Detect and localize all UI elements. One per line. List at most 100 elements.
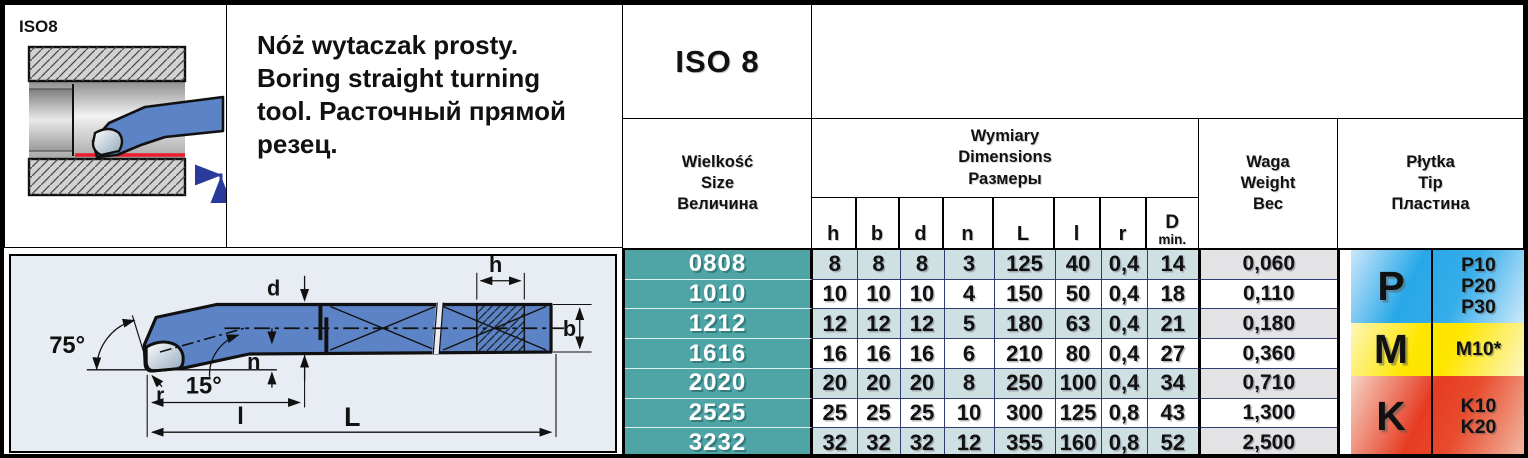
dim-cell-b: 32 (857, 428, 901, 454)
weight-cell: 0,180 (1201, 309, 1337, 340)
dim-cell-n: 4 (944, 279, 995, 310)
dim-cell-L: 150 (994, 279, 1056, 310)
column-header-n: n (942, 197, 993, 250)
size-header-ru: Величина (677, 195, 758, 214)
head-axis-line (159, 327, 245, 353)
tip-header-cell: Płytka Tip Пластина (1337, 117, 1524, 250)
size-header-cell: Wielkość Size Величина (622, 117, 813, 250)
weight-header-cell: Waga Weight Вес (1197, 117, 1339, 250)
grade-section-M: M M10* (1351, 323, 1524, 376)
label-length-l: l (237, 403, 244, 430)
dim-cell-d: 20 (900, 368, 945, 399)
dim-cell-r: 0,8 (1101, 428, 1148, 454)
size-cell: 1010 (625, 279, 813, 310)
weight-cell: 0,110 (1201, 279, 1337, 310)
grade-K20: K20 (1460, 415, 1497, 438)
dim-cell-n: 5 (944, 309, 995, 340)
size-header-pl: Wielkość (681, 152, 754, 171)
label-radius-r: r (156, 384, 164, 407)
dim-cell-n: 10 (944, 398, 995, 429)
grade-M10: M10* (1455, 338, 1502, 361)
table-row: 2020 20 20 20 8 250 100 0,4 34 0,710 (625, 368, 1337, 399)
dmin-cell: 43 (1147, 398, 1201, 429)
label-angle-15: 15° (186, 373, 222, 400)
table-row: 3232 32 32 32 12 355 160 0,8 52 2,500 (625, 428, 1337, 454)
weight-cell: 2,500 (1201, 428, 1337, 454)
label-angle-75: 75° (49, 332, 85, 359)
dmin-cell: 52 (1147, 428, 1201, 454)
column-header-l: l (1053, 197, 1100, 250)
grade-section-K: K K10 K20 (1351, 375, 1524, 454)
grade-K10: K10 (1460, 395, 1497, 418)
dim-cell-L: 355 (994, 428, 1056, 454)
technical-drawing-zone: 75° r 15° n d h b l L (4, 248, 622, 454)
dim-cell-l: 160 (1055, 428, 1102, 454)
label-offset-n: n (247, 349, 260, 374)
dim-cell-l: 125 (1055, 398, 1102, 429)
weight-header-ru: Вес (1252, 195, 1284, 214)
dim-cell-d: 16 (900, 339, 945, 369)
carbide-insert (91, 127, 124, 157)
dim-cell-L: 210 (994, 339, 1056, 369)
dim-cell-l: 100 (1055, 368, 1102, 399)
weight-cell: 0,060 (1201, 250, 1337, 280)
weight-cell: 0,710 (1201, 368, 1337, 399)
dim-cell-h: 16 (813, 339, 858, 369)
dim-cell-h: 8 (813, 250, 858, 280)
dim-cell-n: 6 (944, 339, 995, 369)
grade-P10: P10 (1461, 254, 1496, 277)
iso-designation: ISO 8 (675, 43, 760, 79)
size-header-en: Size (700, 173, 735, 192)
dim-cell-h: 25 (813, 398, 858, 429)
size-cell: 0808 (625, 250, 813, 280)
label-width-b: b (563, 316, 576, 341)
dim-cell-l: 80 (1055, 339, 1102, 369)
size-cell: 3232 (625, 428, 813, 454)
dmin-cell: 34 (1147, 368, 1201, 399)
dim-cell-r: 0,4 (1101, 339, 1148, 369)
column-header-d: d (898, 197, 943, 250)
dim-cell-b: 10 (857, 279, 901, 310)
technical-drawing-box: 75° r 15° n d h b l L (9, 252, 617, 453)
dim-cell-l: 63 (1055, 309, 1102, 340)
dim-cell-d: 32 (900, 428, 945, 454)
weight-header-pl: Waga (1246, 152, 1290, 171)
dim-cell-L: 300 (994, 398, 1056, 429)
grade-letter-P: P (1377, 263, 1405, 310)
weight-cell: 1,300 (1201, 398, 1337, 429)
table-row: 2525 25 25 25 10 300 125 0,8 43 1,300 (625, 398, 1337, 429)
dim-cell-r: 0,4 (1101, 368, 1148, 399)
tip-header-pl: Płytka (1406, 152, 1455, 171)
dim-cell-d: 10 (900, 279, 945, 310)
technical-drawing: 75° r 15° n d h b l L (49, 252, 592, 438)
dim-header-ru: Размеры (968, 169, 1042, 188)
dim-cell-r: 0,4 (1101, 309, 1148, 340)
dim-cell-b: 8 (857, 250, 901, 280)
dim-cell-n: 12 (944, 428, 995, 454)
dim-cell-d: 25 (900, 398, 945, 429)
dim-cell-l: 50 (1055, 279, 1102, 310)
dim-cell-l: 40 (1055, 250, 1102, 280)
dim-cell-h: 12 (813, 309, 858, 340)
dim-cell-L: 125 (994, 250, 1056, 280)
column-header-b: b (855, 197, 899, 250)
table-row: 0808 8 8 8 3 125 40 0,4 14 0,060 (625, 250, 1337, 280)
dim-cell-r: 0,8 (1101, 398, 1148, 429)
size-cell: 2020 (625, 368, 813, 399)
dimensions-header-cell: Wymiary Dimensions Размеры (811, 117, 1199, 199)
dim-cell-h: 32 (813, 428, 858, 454)
dim-cell-n: 3 (944, 250, 995, 280)
title-cell: Nóż wytaczak prosty. Boring straight tur… (226, 4, 624, 248)
size-cell: 2525 (625, 398, 813, 429)
grade-letter-K: K (1376, 393, 1406, 440)
dmin-cell: 14 (1147, 250, 1201, 280)
dim-cell-b: 25 (857, 398, 901, 429)
table-row: 1616 16 16 16 6 210 80 0,4 27 0,360 (625, 339, 1337, 369)
dim-cell-L: 250 (994, 368, 1056, 399)
column-header-h: h (811, 197, 856, 250)
label-diameter-d: d (267, 276, 280, 301)
grade-P20: P20 (1461, 275, 1496, 298)
workpiece-section (27, 45, 187, 197)
column-header-L: L (992, 197, 1054, 250)
dim-cell-b: 20 (857, 368, 901, 399)
